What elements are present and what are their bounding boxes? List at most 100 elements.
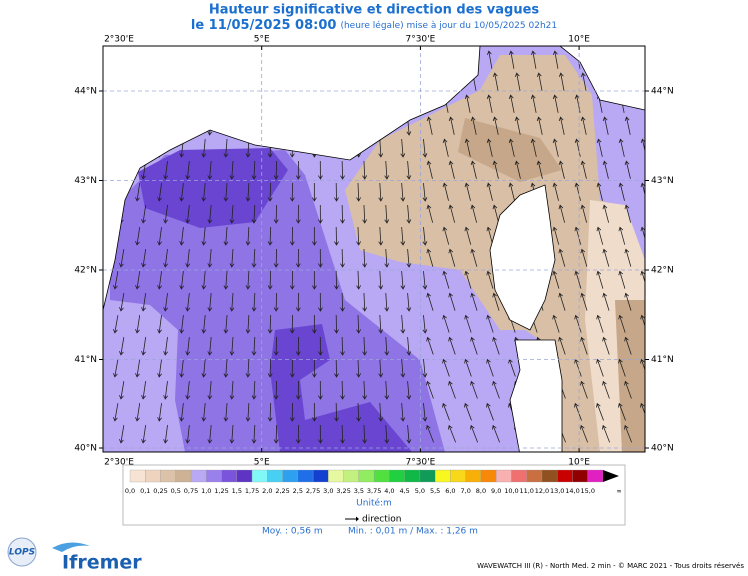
arrow — [574, 94, 581, 113]
legend-swatch — [450, 469, 466, 483]
lat-label: 43°N — [651, 176, 674, 186]
arrow — [448, 116, 455, 135]
stats-mean: Moy. : 0,56 m — [262, 527, 323, 537]
arrow — [273, 160, 279, 180]
arrow — [273, 204, 279, 224]
arrow — [448, 292, 456, 311]
arrow — [163, 161, 169, 180]
arrow — [624, 160, 631, 179]
arrow — [163, 337, 169, 356]
arrow — [113, 315, 119, 334]
legend-label: 5,0 — [415, 487, 425, 495]
arrow — [229, 424, 235, 444]
arrow — [340, 336, 345, 356]
arrow — [536, 72, 543, 91]
legend-label: 13,0 — [550, 487, 564, 495]
legend-swatch — [221, 469, 237, 483]
arrow — [448, 424, 456, 443]
lon-label: 5°E — [254, 458, 270, 468]
arrow — [426, 204, 434, 223]
arrow — [223, 270, 229, 290]
arrow — [207, 292, 213, 312]
title: Hauteur significative et direction des v… — [209, 3, 540, 18]
land-italy — [559, 46, 645, 111]
arrow — [448, 160, 455, 179]
arrow — [470, 116, 477, 135]
arrow — [470, 248, 478, 267]
legend-label: 5,5 — [430, 487, 440, 495]
arrow — [406, 292, 412, 312]
arrow — [508, 50, 515, 69]
arrow — [514, 116, 521, 135]
arrow — [640, 402, 645, 415]
arrow — [119, 249, 125, 268]
arrow — [163, 381, 169, 400]
arrow — [157, 183, 162, 202]
arrow — [442, 270, 450, 289]
arrow — [602, 116, 609, 135]
arrow — [530, 50, 537, 69]
arrow — [245, 226, 251, 246]
arrow — [318, 424, 323, 444]
arrow — [492, 72, 499, 91]
legend-swatch — [480, 469, 497, 483]
legend-swatch — [526, 469, 543, 483]
arrow — [552, 182, 559, 201]
arrow — [163, 205, 169, 224]
arrow — [464, 358, 472, 377]
arrow — [245, 182, 251, 202]
arrow — [492, 424, 500, 443]
arrow — [362, 380, 368, 400]
arrow — [400, 402, 406, 422]
arrow — [340, 424, 345, 444]
legend-swatch — [435, 469, 451, 483]
arrow — [464, 94, 471, 113]
arrow — [464, 314, 472, 333]
arrow — [426, 424, 434, 443]
arrow — [596, 226, 604, 245]
legend-swatch — [160, 469, 176, 483]
arrow — [318, 292, 323, 312]
arrow — [334, 358, 339, 378]
arrow — [245, 358, 251, 378]
zone-tan-dark — [615, 300, 645, 452]
arrow — [378, 314, 384, 334]
arrow — [141, 381, 147, 400]
arrow — [486, 402, 494, 421]
arrow — [185, 337, 191, 356]
arrow — [229, 336, 235, 356]
legend-swatch — [572, 469, 588, 483]
legend-label: 15,0 — [580, 487, 594, 495]
zone-tan-dark — [458, 118, 562, 182]
arrow — [640, 270, 645, 284]
arrow — [223, 138, 229, 158]
arrow — [514, 160, 521, 179]
map — [103, 46, 645, 452]
zone-dark — [270, 324, 412, 452]
legend-label: 4,0 — [384, 487, 394, 495]
legend-swatch — [557, 469, 573, 483]
arrow — [384, 248, 390, 268]
arrow — [618, 270, 626, 289]
arrow — [558, 292, 566, 311]
arrow — [185, 249, 191, 268]
arrow — [596, 402, 604, 421]
arrow — [135, 403, 141, 422]
lat-label: 42°N — [74, 266, 97, 276]
arrow — [422, 359, 428, 378]
arrow — [356, 402, 361, 422]
arrow — [384, 336, 390, 356]
arrow — [179, 183, 185, 202]
arrow — [356, 182, 361, 202]
legend-unit: Unité:m — [356, 498, 392, 509]
arrow — [596, 182, 603, 201]
arrow — [486, 270, 494, 289]
arrow — [141, 205, 147, 224]
arrow — [340, 160, 345, 180]
legend-label: 3,25 — [336, 487, 350, 495]
arrow — [552, 50, 559, 69]
legend-label: 6,0 — [445, 487, 455, 495]
arrow — [207, 424, 213, 444]
stats-minmax: Min. : 0,01 m / Max. : 1,26 m — [348, 527, 478, 537]
